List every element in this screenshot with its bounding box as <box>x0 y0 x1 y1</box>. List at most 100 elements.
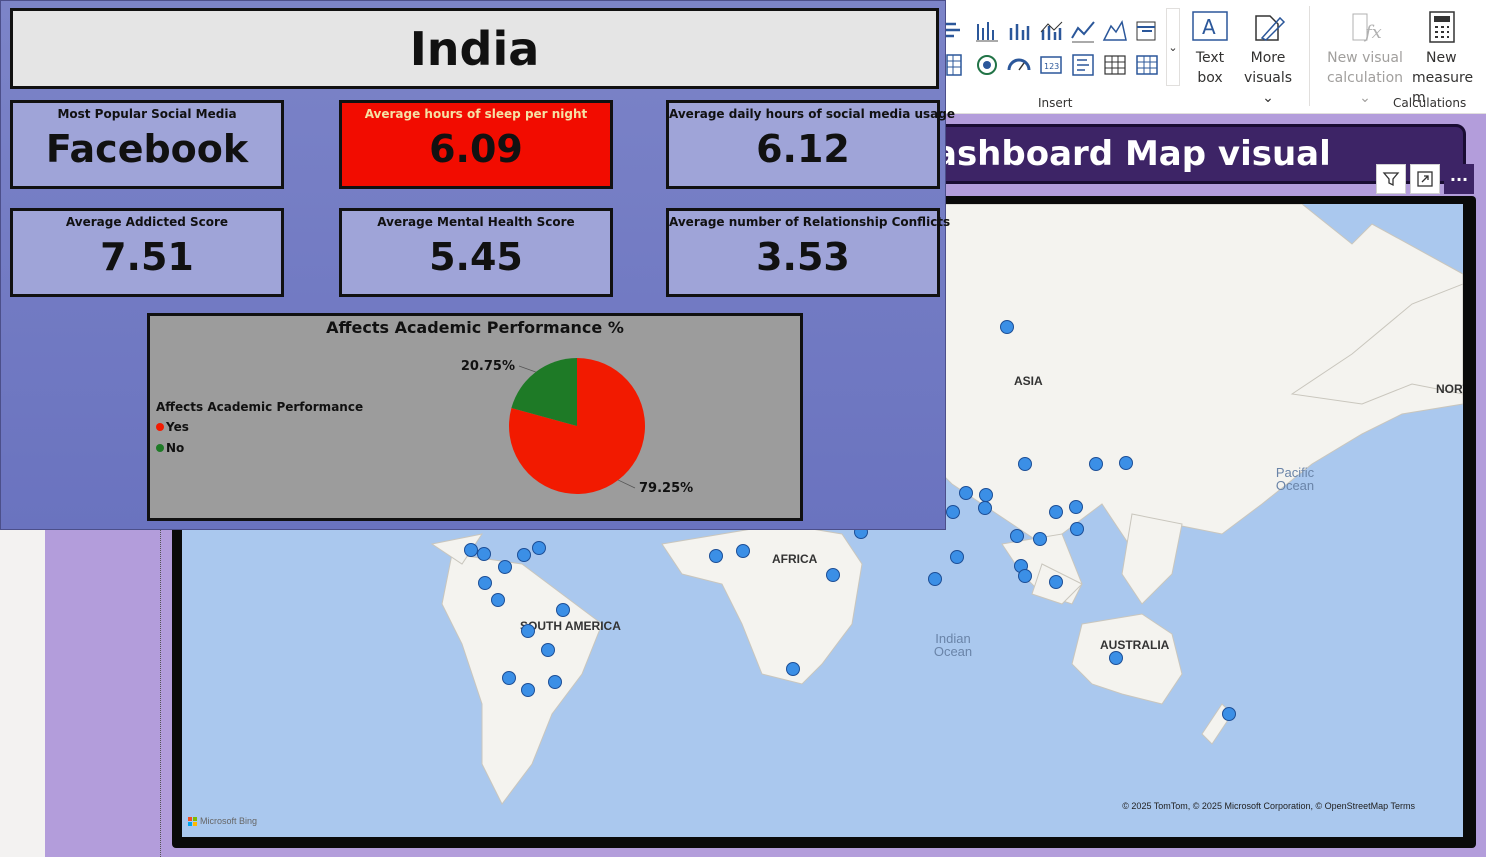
more-options-icon[interactable]: ··· <box>1444 164 1474 194</box>
map-data-point[interactable] <box>521 624 535 638</box>
map-data-point[interactable] <box>491 593 505 607</box>
map-data-point[interactable] <box>1010 529 1024 543</box>
svg-text:fx: fx <box>1363 22 1382 43</box>
matrix-table-icon[interactable] <box>1134 52 1160 78</box>
multi-row-card-icon[interactable] <box>1070 52 1096 78</box>
map-data-point[interactable] <box>1089 457 1103 471</box>
stacked-column-chart-icon[interactable] <box>1006 18 1032 44</box>
legend-label-no: No <box>166 441 185 455</box>
matrix-visual-icon[interactable] <box>944 52 970 78</box>
south-america-label: SOUTH AMERICA <box>520 619 621 633</box>
new-visual-calculation-button[interactable]: fx New visual calculation ⌄ <box>1320 10 1410 108</box>
dashboard-panel: India Most Popular Social Media Facebook… <box>0 0 955 530</box>
world-basemap <box>430 204 1463 805</box>
kpi-label: Most Popular Social Media <box>57 107 237 121</box>
map-data-point[interactable] <box>1070 522 1084 536</box>
ribbon-divider <box>1309 6 1310 106</box>
pie-leader-line <box>518 365 536 373</box>
bing-logo: Microsoft Bing <box>188 816 257 826</box>
globe-map-icon[interactable] <box>974 52 1000 78</box>
kpi-value: Facebook <box>45 127 249 171</box>
map-data-point[interactable] <box>978 501 992 515</box>
area-chart-icon[interactable] <box>1102 18 1128 44</box>
gauge-icon[interactable] <box>1006 52 1032 78</box>
text-box-label-1: Text <box>1195 50 1225 66</box>
stacked-bar-chart-icon[interactable] <box>944 18 970 44</box>
map-attribution[interactable]: © 2025 TomTom, © 2025 Microsoft Corporat… <box>1122 801 1415 811</box>
kpi-value: 7.51 <box>100 235 194 279</box>
text-box-button[interactable]: A Text box <box>1188 10 1232 88</box>
new-visual-calc-label-2: calculation <box>1326 70 1404 86</box>
kpi-card-popular-social-media[interactable]: Most Popular Social Media Facebook <box>10 100 284 189</box>
more-visuals-button[interactable]: More visuals ⌄ <box>1236 10 1300 108</box>
map-data-point[interactable] <box>1109 651 1123 665</box>
map-data-point[interactable] <box>709 549 723 563</box>
north-america-label: NORT <box>1436 382 1463 396</box>
pie-chart-title: Affects Academic Performance % <box>326 318 624 337</box>
more-visuals-chevron-icon: ⌄ <box>1262 90 1274 106</box>
pie-legend-item-no[interactable]: No <box>156 441 184 455</box>
map-data-point[interactable] <box>786 662 800 676</box>
map-data-point[interactable] <box>950 550 964 564</box>
insert-group-label: Insert <box>1038 96 1073 110</box>
table-visual-icon[interactable] <box>1102 52 1128 78</box>
kpi-card-relationship-conflicts[interactable]: Average number of Relationship Conflicts… <box>666 208 950 297</box>
map-data-point[interactable] <box>1018 569 1032 583</box>
map-data-point[interactable] <box>1222 707 1236 721</box>
map-data-point[interactable] <box>979 488 993 502</box>
kpi-value: 6.09 <box>429 127 523 171</box>
visual-header-toolbar: ··· <box>1376 164 1474 194</box>
clustered-column-chart-icon[interactable] <box>974 18 1000 44</box>
map-data-point[interactable] <box>1033 532 1047 546</box>
line-column-chart-icon[interactable] <box>1038 18 1064 44</box>
map-data-point[interactable] <box>541 643 555 657</box>
kpi-card-mental-health-score[interactable]: Average Mental Health Score 5.45 <box>339 208 613 297</box>
map-data-point[interactable] <box>1018 457 1032 471</box>
new-visual-calc-chevron-icon: ⌄ <box>1359 90 1371 106</box>
map-data-point[interactable] <box>928 572 942 586</box>
map-data-point[interactable] <box>556 603 570 617</box>
country-title-card[interactable]: India <box>10 8 939 89</box>
kpi-card-addicted-score[interactable]: Average Addicted Score 7.51 <box>10 208 284 297</box>
microsoft-logo-icon <box>188 816 197 826</box>
map-data-point[interactable] <box>548 675 562 689</box>
new-visual-calc-label-1: New visual <box>1327 50 1403 66</box>
gallery-expand-chevron-icon[interactable]: ⌄ <box>1166 8 1180 86</box>
more-visuals-icon <box>1255 15 1286 41</box>
academic-performance-pie-chart[interactable]: Affects Academic Performance % Affects A… <box>147 313 803 521</box>
australia-label: AUSTRALIA <box>1100 638 1170 652</box>
map-data-point[interactable] <box>959 486 973 500</box>
map-data-point[interactable] <box>478 576 492 590</box>
card-visual-icon[interactable]: 123 <box>1038 52 1064 78</box>
kpi-card-social-media-usage[interactable]: Average daily hours of social media usag… <box>666 100 955 189</box>
map-data-point[interactable] <box>826 568 840 582</box>
line-chart-icon[interactable] <box>1070 18 1096 44</box>
map-data-point[interactable] <box>477 547 491 561</box>
map-data-point[interactable] <box>946 505 960 519</box>
map-data-point[interactable] <box>532 541 546 555</box>
pie-legend-item-yes[interactable]: Yes <box>156 420 189 434</box>
focus-mode-icon[interactable] <box>1410 164 1440 194</box>
map-data-point[interactable] <box>498 560 512 574</box>
map-data-point[interactable] <box>1049 575 1063 589</box>
kpi-card-sleep-hours[interactable]: Average hours of sleep per night 6.09 <box>339 100 613 189</box>
map-data-point[interactable] <box>1000 320 1014 334</box>
new-measure-label-1: New <box>1426 50 1457 66</box>
bing-label: Microsoft Bing <box>200 816 258 826</box>
map-data-point[interactable] <box>464 543 478 557</box>
map-data-point[interactable] <box>1049 505 1063 519</box>
filter-icon[interactable] <box>1376 164 1406 194</box>
map-data-point[interactable] <box>502 671 516 685</box>
text-box-icon: A <box>1192 11 1228 41</box>
legend-marker-yes <box>156 423 164 431</box>
map-data-point[interactable] <box>1069 500 1083 514</box>
pie-data-label-yes: 79.25% <box>639 481 693 496</box>
pie-slice-no[interactable] <box>511 358 577 426</box>
svg-text:A: A <box>1202 15 1216 39</box>
map-data-point[interactable] <box>1119 456 1133 470</box>
map-data-point[interactable] <box>736 544 750 558</box>
new-measure-button[interactable]: New measure m <box>1412 10 1486 108</box>
map-data-point[interactable] <box>521 683 535 697</box>
waterfall-chart-icon[interactable] <box>1134 18 1160 44</box>
map-data-point[interactable] <box>517 548 531 562</box>
